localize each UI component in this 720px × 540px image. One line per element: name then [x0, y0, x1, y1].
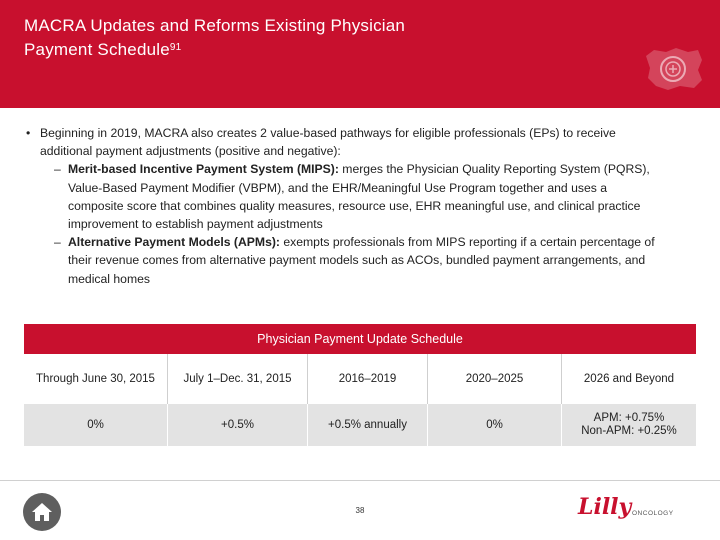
apm-update: APM: +0.75%	[593, 412, 665, 424]
table-cell: +0.5%	[168, 404, 308, 446]
payment-schedule-table: Physician Payment Update Schedule Throug…	[24, 324, 696, 446]
non-apm-update: Non-APM: +0.25%	[581, 425, 677, 437]
logo-subtitle: ONCOLOGY	[632, 510, 674, 517]
apm-term: Alternative Payment Models (APMs):	[68, 235, 280, 250]
header-banner: MACRA Updates and Reforms Existing Physi…	[0, 0, 720, 108]
mips-term: Merit-based Incentive Payment System (MI…	[68, 162, 339, 177]
table-title: Physician Payment Update Schedule	[24, 324, 696, 354]
table-cell: +0.5% annually	[308, 404, 428, 446]
slide-title: MACRA Updates and Reforms Existing Physi…	[24, 14, 544, 62]
table-cell: 2016–2019	[308, 354, 428, 404]
dash-marker: –	[54, 162, 61, 177]
lilly-oncology-logo: Lilly ONCOLOGY	[578, 494, 678, 528]
footnote-ref: 91	[169, 42, 182, 53]
table-row-periods: Through June 30, 2015 July 1–Dec. 31, 20…	[24, 354, 696, 404]
apm-text: exempts professionals from MIPS reportin…	[68, 235, 655, 286]
state-seal-icon	[646, 48, 702, 90]
table-row-updates: 0% +0.5% +0.5% annually 0% APM: +0.75% N…	[24, 404, 696, 446]
home-icon	[32, 503, 52, 521]
table-cell: 0%	[428, 404, 562, 446]
main-bullet-text: Beginning in 2019, MACRA also creates 2 …	[40, 126, 616, 159]
table-cell: 2020–2025	[428, 354, 562, 404]
footer-divider	[0, 480, 720, 481]
mips-text: merges the Physician Quality Reporting S…	[68, 162, 650, 232]
title-line-1: MACRA Updates and Reforms Existing Physi…	[24, 16, 406, 35]
body-text: • Beginning in 2019, MACRA also creates …	[24, 124, 664, 288]
title-line-2: Payment Schedule	[24, 40, 170, 59]
table-cell: APM: +0.75% Non-APM: +0.25%	[562, 404, 696, 446]
table-cell: 0%	[24, 404, 168, 446]
table-cell: July 1–Dec. 31, 2015	[168, 354, 308, 404]
bullet-marker: •	[26, 126, 31, 140]
dash-marker: –	[54, 235, 61, 250]
table-cell: Through June 30, 2015	[24, 354, 168, 404]
sub-bullet-mips: – Merit-based Incentive Payment System (…	[24, 160, 664, 233]
page-number: 38	[355, 506, 365, 515]
home-button[interactable]	[23, 493, 61, 531]
main-bullet: • Beginning in 2019, MACRA also creates …	[24, 124, 664, 160]
sub-bullet-apm: – Alternative Payment Models (APMs): exe…	[24, 233, 664, 288]
table-cell: 2026 and Beyond	[583, 372, 675, 385]
logo-wordmark: Lilly	[578, 494, 632, 520]
